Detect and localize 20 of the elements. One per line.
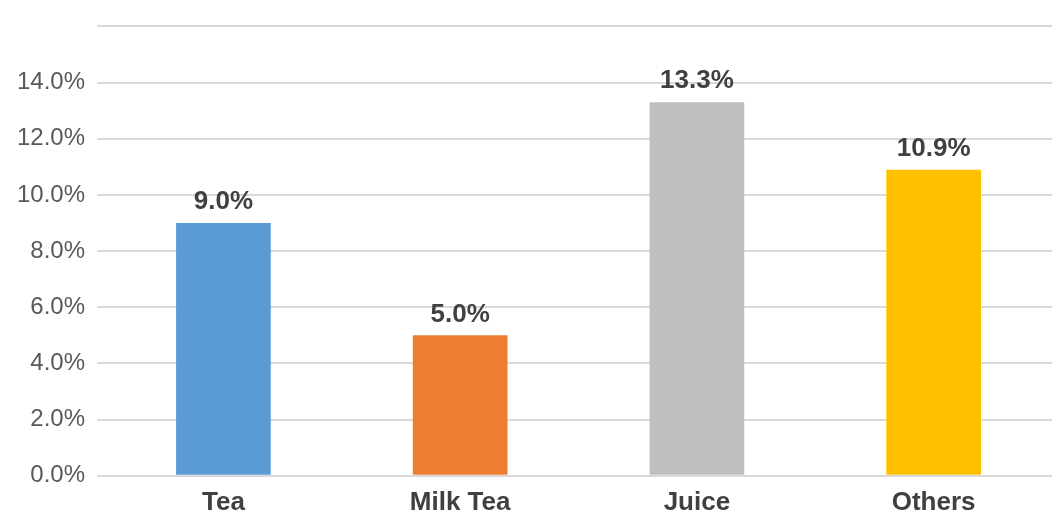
x-tick-label: Tea <box>201 485 246 516</box>
y-tick-label: 6.0% <box>30 291 86 319</box>
bar <box>649 102 745 475</box>
y-tick-label: 10.0% <box>16 179 86 207</box>
y-tick-label: 8.0% <box>30 235 86 263</box>
y-tick-label: 2.0% <box>30 404 86 432</box>
bar <box>176 223 271 475</box>
bar <box>886 169 981 475</box>
data-label: 5.0% <box>430 297 490 328</box>
x-tick-label: Milk Tea <box>409 485 512 516</box>
bar <box>412 335 508 475</box>
y-tick-label: 4.0% <box>30 348 86 376</box>
y-tick-label: 12.0% <box>16 123 86 151</box>
y-tick-label: 14.0% <box>16 67 86 95</box>
x-tick-label: Juice <box>663 485 731 516</box>
x-tick-label: Others <box>891 485 976 516</box>
data-label: 9.0% <box>193 185 254 216</box>
data-label: 13.3% <box>660 64 734 95</box>
data-label: 10.9% <box>896 131 971 162</box>
y-tick-label: 0.0% <box>30 460 86 488</box>
